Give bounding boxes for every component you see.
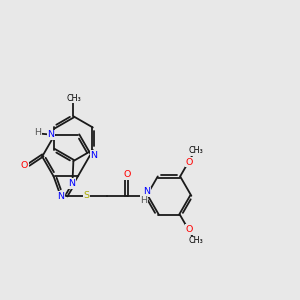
Text: N: N <box>90 151 98 160</box>
Text: S: S <box>83 191 89 200</box>
Text: N: N <box>143 188 150 196</box>
Text: O: O <box>21 161 28 170</box>
Text: N: N <box>57 192 64 201</box>
Text: O: O <box>124 170 131 179</box>
Text: N: N <box>68 179 75 188</box>
Text: CH₃: CH₃ <box>66 94 81 103</box>
Text: CH₃: CH₃ <box>188 236 203 245</box>
Text: H: H <box>34 128 41 137</box>
Text: H: H <box>140 196 148 205</box>
Text: O: O <box>186 158 193 166</box>
Text: CH₃: CH₃ <box>188 146 203 155</box>
Text: O: O <box>186 225 193 234</box>
Text: N: N <box>47 130 54 140</box>
